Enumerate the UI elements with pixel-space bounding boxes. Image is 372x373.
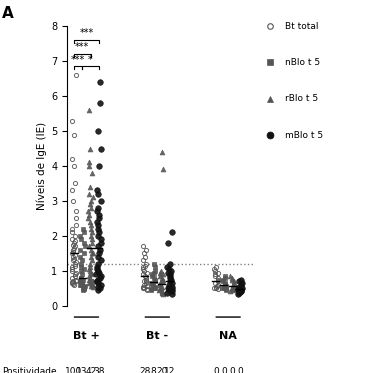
Text: 100: 100 [65,367,83,373]
Text: 28: 28 [139,367,151,373]
Y-axis label: Níveis de IgE (IE): Níveis de IgE (IE) [36,122,47,210]
Text: 0: 0 [230,367,235,373]
Text: Bt +: Bt + [73,331,100,341]
Text: nBlo t 5: nBlo t 5 [285,58,320,67]
Text: NA: NA [219,331,237,341]
Text: rBlo t 5: rBlo t 5 [285,94,318,103]
Text: Positividade: Positividade [2,367,57,373]
Text: mBlo t 5: mBlo t 5 [285,131,323,140]
Text: 42: 42 [85,367,96,373]
Text: 0: 0 [238,367,243,373]
Text: 20: 20 [156,367,167,373]
Text: ***: *** [79,28,94,38]
Text: 38: 38 [93,367,105,373]
Text: Bt total: Bt total [285,22,318,31]
Text: ***: *** [71,54,85,65]
Text: 12: 12 [164,367,175,373]
Text: ***: *** [75,43,90,52]
Text: 0: 0 [221,367,227,373]
Text: A: A [2,6,14,21]
Text: *: * [88,54,93,65]
Text: 8: 8 [150,367,156,373]
Text: Bt -: Bt - [146,331,169,341]
Text: 0: 0 [213,367,219,373]
Text: 13: 13 [76,367,88,373]
